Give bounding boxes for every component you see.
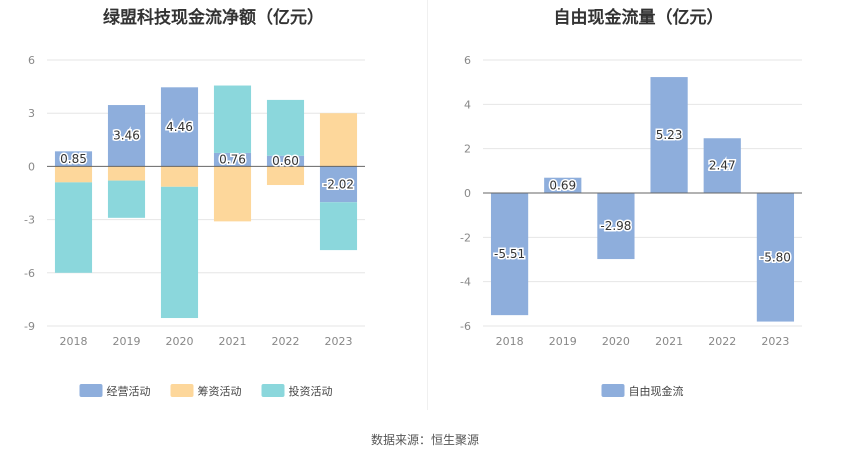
left-chart-bar-2-5	[319, 202, 358, 251]
left-chart-bar-1-1	[107, 166, 146, 181]
right-chart-y-tick-label-4: -2	[460, 231, 471, 244]
left-chart-data-label-0-4: 0.60	[272, 154, 299, 168]
left-chart-bar-2-1	[107, 180, 146, 218]
left-chart-x-tick-label-1: 2019	[113, 335, 141, 348]
right-chart-y-tick-label-3: 0	[464, 187, 471, 200]
left-chart-y-tick-label-2: 0	[28, 160, 35, 173]
left-chart-legend-label-0: 经营活动	[107, 384, 151, 398]
right-chart-data-label-0-2: -2.98	[600, 219, 631, 233]
right-chart-data-label-0-0: -5.51	[494, 247, 525, 261]
data-source-note: 数据来源：恒生聚源	[370, 433, 479, 447]
right-chart-x-tick-label-1: 2019	[549, 335, 577, 348]
right-chart-y-tick-label-1: 4	[464, 98, 471, 111]
left-chart-bar-2-0	[54, 182, 93, 273]
left-chart-y-tick-label-1: 3	[28, 107, 35, 120]
right-chart-data-label-0-4: 2.47	[709, 159, 736, 173]
right-chart-x-tick-label-4: 2022	[708, 335, 736, 348]
left-chart-data-label-0-0: 0.85	[60, 152, 87, 166]
left-chart-bar-1-0	[54, 166, 93, 183]
left-chart-x-tick-label-4: 2022	[272, 335, 300, 348]
left-chart-data-label-0-2: 4.46	[166, 120, 193, 134]
right-chart-y-tick-label-6: -6	[460, 320, 471, 333]
right-chart-data-label-0-1: 0.69	[549, 178, 576, 192]
left-chart-legend-label-2: 投资活动	[289, 384, 333, 398]
left-chart-y-tick-label-5: -9	[24, 320, 35, 333]
right-chart-legend-swatch-0	[601, 384, 625, 397]
left-chart-bar-1-4	[266, 166, 305, 186]
right-chart-bar-0-2	[597, 193, 635, 260]
right-chart-x-tick-label-3: 2021	[655, 335, 683, 348]
right-chart-data-label-0-5: -5.80	[760, 250, 791, 264]
right-chart-bar-0-1	[544, 177, 582, 193]
right-chart-bar-0-3	[650, 77, 688, 193]
left-chart-data-label-0-3: 0.76	[219, 153, 246, 167]
left-chart-legend-label-1: 筹资活动	[198, 384, 242, 398]
left-chart-legend-swatch-1	[170, 384, 194, 397]
right-chart-x-tick-label-0: 2018	[496, 335, 524, 348]
left-chart-legend-swatch-0	[79, 384, 103, 397]
right-chart-y-tick-label-0: 6	[464, 54, 471, 67]
right-chart-x-tick-label-2: 2020	[602, 335, 630, 348]
right-chart-legend-label-0: 自由现金流	[629, 384, 684, 398]
panel-divider	[427, 0, 428, 410]
right-chart-x-tick-label-5: 2023	[761, 335, 789, 348]
left-chart-bar-0-5	[319, 166, 358, 203]
left-chart-bar-0-4	[266, 155, 305, 167]
left-chart-y-tick-label-4: -6	[24, 267, 35, 280]
left-chart-bar-0-0	[54, 151, 93, 167]
left-chart-x-tick-label-3: 2021	[219, 335, 247, 348]
right-chart-bar-0-0	[490, 193, 529, 316]
left-chart-bar-1-2	[160, 166, 199, 187]
left-chart-bar-2-3	[213, 85, 252, 153]
left-chart-data-label-0-5: -2.02	[323, 177, 354, 191]
left-chart-bar-2-4	[266, 99, 305, 156]
left-chart-bar-0-3	[213, 152, 252, 167]
left-chart-bar-0-2	[160, 87, 199, 167]
right-chart-bar-0-5	[756, 193, 795, 322]
right-chart-y-tick-label-5: -4	[460, 276, 471, 289]
left-chart-y-tick-label-3: -3	[24, 214, 35, 227]
right-chart-y-tick-label-2: 2	[464, 143, 471, 156]
left-chart-bar-1-5	[319, 113, 358, 167]
left-chart-x-tick-label-0: 2018	[60, 335, 88, 348]
left-chart-bar-0-1	[107, 105, 146, 167]
right-chart-data-label-0-3: 5.23	[656, 128, 683, 142]
left-chart-x-tick-label-2: 2020	[166, 335, 194, 348]
left-chart-x-tick-label-5: 2023	[325, 335, 353, 348]
chart-title-right: 自由现金流量（亿元）	[553, 8, 724, 28]
right-chart-bar-0-4	[703, 138, 741, 193]
left-chart-y-tick-label-0: 6	[28, 54, 35, 67]
left-chart-bar-2-2	[160, 186, 199, 319]
left-chart-bar-1-3	[213, 166, 252, 222]
chart-title-left: 绿盟科技现金流净额（亿元）	[103, 8, 324, 28]
left-chart-data-label-0-1: 3.46	[113, 129, 140, 143]
left-chart-legend-swatch-2	[261, 384, 285, 397]
